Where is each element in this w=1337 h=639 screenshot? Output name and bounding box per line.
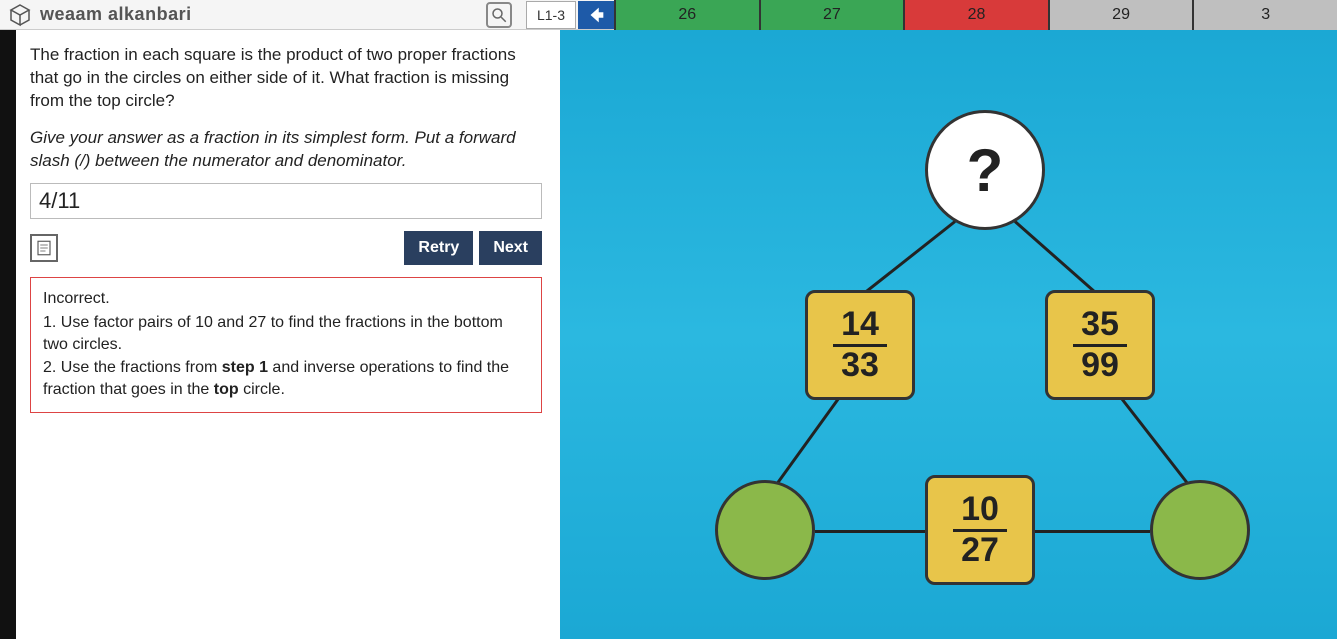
fraction-box-left: 1433 [805, 290, 915, 400]
top-circle: ? [925, 110, 1045, 230]
level-badge: L1-3 [526, 1, 576, 29]
prev-arrow-button[interactable] [578, 1, 614, 29]
cube-icon [8, 3, 32, 27]
feedback-status: Incorrect. [43, 288, 529, 310]
progress-cells: 262728293 [614, 0, 1337, 30]
progress-cell[interactable]: 26 [614, 0, 759, 30]
answer-input[interactable] [30, 183, 542, 219]
bottom-right-circle [1150, 480, 1250, 580]
feedback-box: Incorrect. 1. Use factor pairs of 10 and… [30, 277, 542, 413]
progress-cell[interactable]: 29 [1048, 0, 1193, 30]
fraction-box-right: 3599 [1045, 290, 1155, 400]
diagram-edge [1119, 396, 1191, 488]
diagram-edge [859, 220, 956, 297]
next-button[interactable]: Next [479, 231, 542, 265]
diagram-edge [815, 530, 925, 533]
notes-icon[interactable] [30, 234, 58, 262]
top-bar: weaam alkanbari L1-3 262728293 [0, 0, 1337, 30]
fraction-box-bottom: 1027 [925, 475, 1035, 585]
diagram-panel: 1433 35991027? [560, 30, 1337, 639]
feedback-step1: 1. Use factor pairs of 10 and 27 to find… [43, 312, 529, 357]
button-row: Retry Next [30, 231, 542, 265]
progress-cell[interactable]: 27 [759, 0, 904, 30]
search-icon[interactable] [486, 2, 512, 28]
diagram-edge [1014, 220, 1101, 297]
question-text: The fraction in each square is the produ… [30, 44, 542, 113]
bottom-left-circle [715, 480, 815, 580]
retry-button[interactable]: Retry [404, 231, 473, 265]
diagram-edge [1035, 530, 1150, 533]
instruction-text: Give your answer as a fraction in its si… [30, 127, 542, 173]
progress-cell[interactable]: 3 [1192, 0, 1337, 30]
diagram-edge [774, 396, 841, 488]
feedback-step2: 2. Use the fractions from step 1 and inv… [43, 357, 529, 402]
username-label: weaam alkanbari [40, 4, 192, 25]
user-area: weaam alkanbari [0, 2, 520, 28]
question-panel: The fraction in each square is the produ… [0, 30, 560, 639]
progress-cell[interactable]: 28 [903, 0, 1048, 30]
